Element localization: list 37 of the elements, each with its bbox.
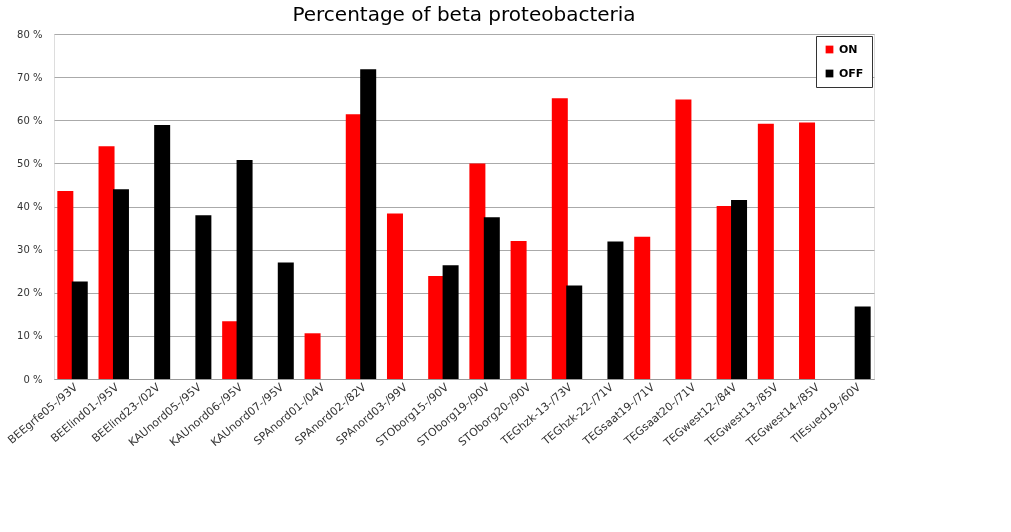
y-tick-label: 60 % — [17, 114, 43, 126]
bar — [71, 281, 88, 379]
legend-label: ON — [839, 42, 858, 56]
bar — [236, 159, 253, 379]
bar — [566, 285, 583, 379]
bar — [799, 122, 816, 379]
bar — [757, 123, 774, 379]
y-tick-label: 20 % — [17, 287, 43, 299]
bar — [634, 236, 651, 379]
y-tick-label: 70 % — [17, 71, 43, 83]
bar — [675, 99, 692, 379]
y-tick-label: 40 % — [17, 201, 43, 212]
bar — [154, 124, 171, 379]
bar — [304, 333, 321, 379]
bar — [442, 265, 459, 379]
bar — [731, 200, 748, 379]
y-tick-label: 80 % — [17, 28, 43, 40]
y-tick-label: 0 % — [23, 373, 43, 385]
chart-title: Percentage of beta proteobacteria — [292, 2, 636, 26]
bar — [195, 215, 212, 379]
y-tick-label: 30 % — [17, 244, 43, 256]
bar — [854, 306, 871, 379]
bar — [607, 241, 624, 379]
bar — [483, 217, 500, 379]
bar — [112, 189, 129, 379]
y-tick-label: 50 % — [17, 157, 43, 169]
legend-label: OFF — [839, 66, 864, 80]
bar — [551, 98, 568, 379]
bar — [360, 69, 377, 379]
bar — [57, 190, 74, 379]
y-tick-label: 10 % — [17, 330, 43, 342]
bar — [469, 163, 486, 379]
bar — [277, 262, 294, 379]
bar — [428, 275, 445, 379]
bar — [222, 321, 239, 379]
bar — [386, 213, 403, 379]
bar — [510, 241, 527, 379]
